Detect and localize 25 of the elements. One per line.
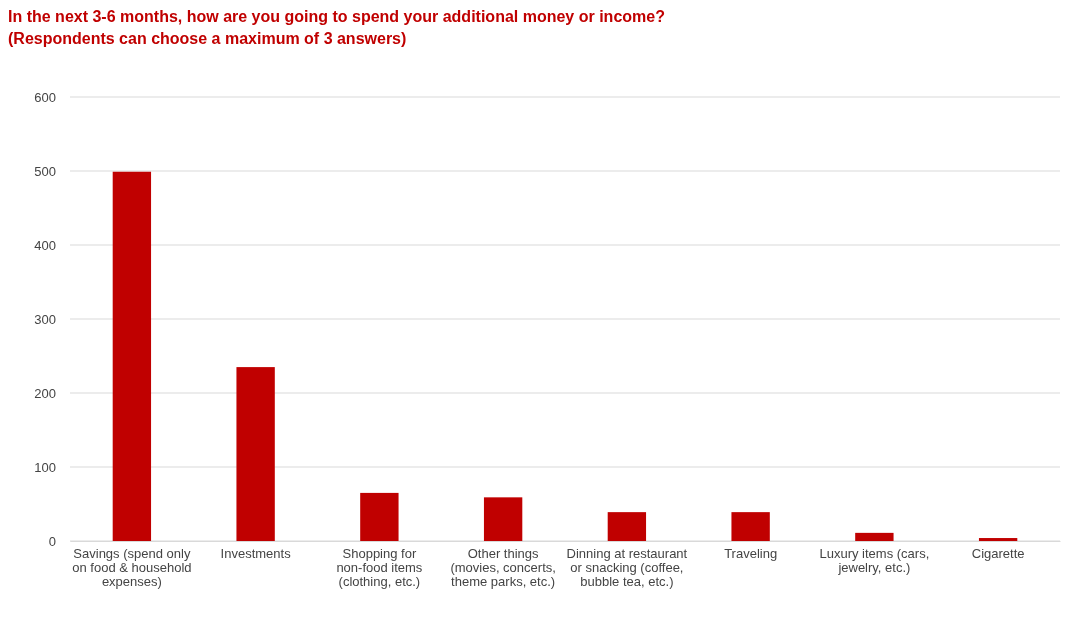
chart-title: In the next 3-6 months, how are you going to spend your additional money or income?: [8, 8, 665, 25]
bar: [978, 538, 1018, 541]
bar: [731, 512, 770, 541]
y-tick-label: 0: [48, 533, 56, 549]
y-tick-label: 400: [34, 237, 56, 253]
y-tick-label: 100: [34, 459, 56, 475]
chart-subtitle: (Respondents can choose a maximum of 3 answers): [8, 30, 407, 47]
bar: [607, 512, 647, 541]
y-tick-label: 200: [34, 385, 56, 401]
x-tick-label: Cigarette: [971, 546, 1025, 562]
x-tick-label: Traveling: [724, 546, 778, 562]
x-tick-label: Shopping for non-food items (clothing, etc.): [336, 546, 423, 589]
bar: [236, 367, 275, 541]
bar: [360, 492, 399, 541]
x-tick-label: Dinning at restaurant or snacking (coffee, bubble tea, etc.): [566, 546, 688, 589]
y-tick-label: 600: [34, 89, 56, 105]
x-tick-label: Other things (movies, concerts, theme parks, etc.): [450, 546, 556, 589]
bar: [112, 171, 152, 541]
x-tick-label: Investments: [220, 546, 292, 562]
x-tick-label: Luxury items (cars, jewelry, etc.): [819, 546, 930, 575]
bar: [855, 532, 894, 541]
y-tick-label: 500: [34, 163, 56, 179]
y-tick-label: 300: [34, 311, 56, 327]
bar: [483, 497, 523, 541]
x-tick-label: Savings (spend only on food & household expenses): [72, 546, 192, 589]
